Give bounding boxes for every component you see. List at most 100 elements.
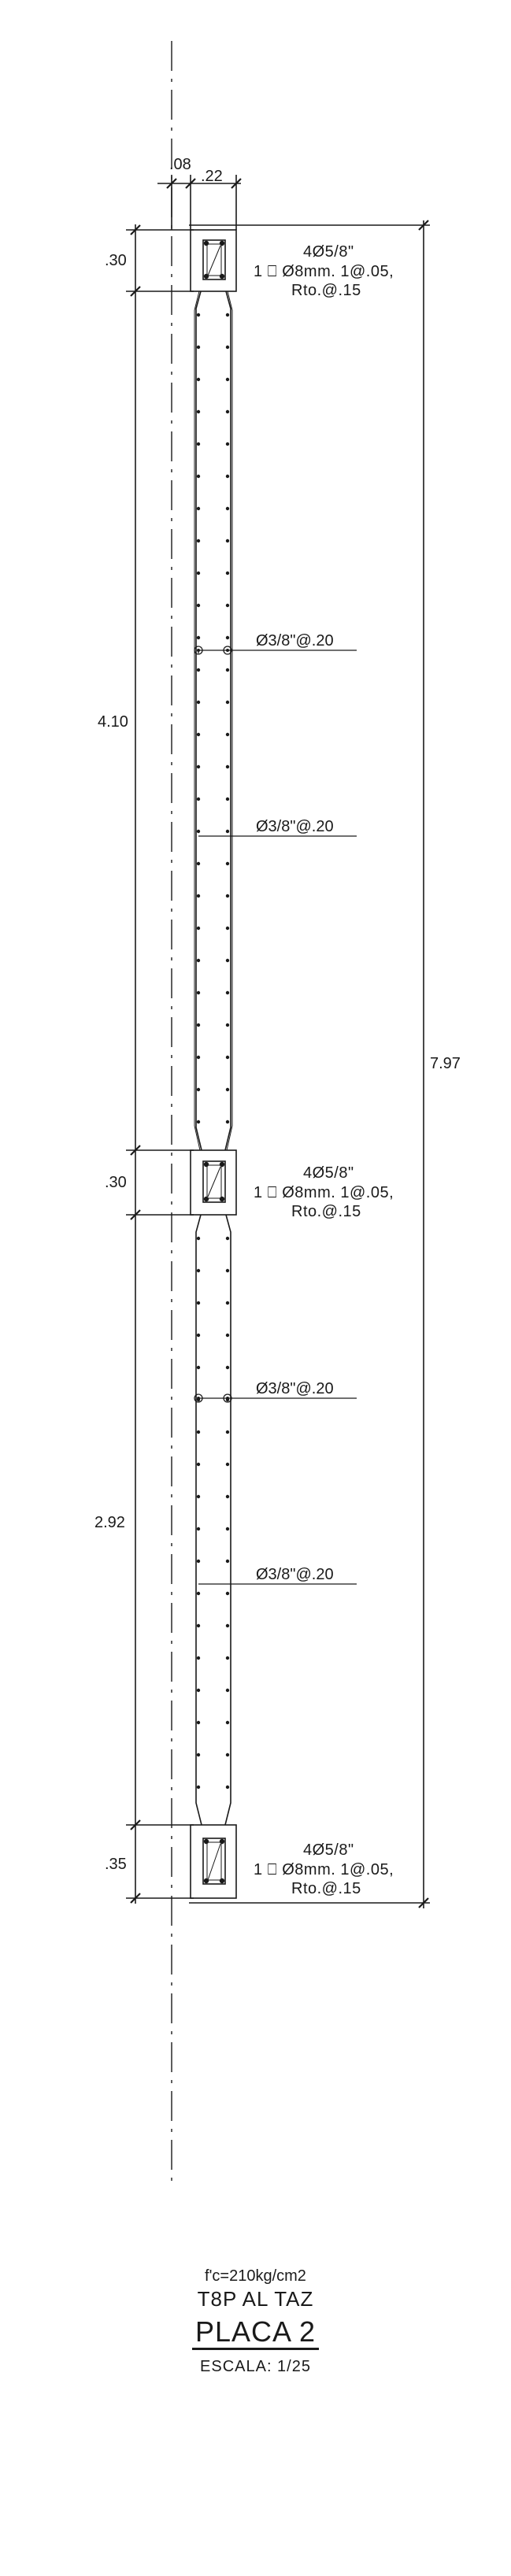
rebar-dot — [196, 635, 201, 640]
note-web-2: Ø3/8"@.20 — [256, 818, 334, 835]
rebar-dot — [225, 345, 230, 350]
rebar-dot — [196, 797, 201, 801]
rebar-dot — [225, 409, 230, 414]
rebar-dot — [196, 958, 201, 963]
rebar-dot — [225, 442, 230, 446]
note-top-rest: Rto.@.15 — [291, 282, 361, 299]
note-mid-stirrup: 1 ⎕ Ø8mm. 1@.05, — [254, 1184, 394, 1201]
rebar-dot — [225, 894, 230, 898]
title-block: f'c=210kg/cm2 T8P AL TAZ PLACA 2 ESCALA:… — [0, 2267, 511, 2376]
dim-seg-mid-head: .30 — [105, 1174, 127, 1191]
rebar-dot — [196, 926, 201, 931]
rebar-dot — [196, 1559, 201, 1564]
rebar-dot — [225, 1333, 230, 1338]
rebar-dot — [225, 1023, 230, 1027]
head-corner-bars — [197, 240, 229, 1884]
rebar-dot — [225, 603, 230, 608]
note-top-bars: 4Ø5/8" — [303, 243, 354, 261]
rebar-dot — [196, 571, 201, 576]
rebar-dot — [196, 442, 201, 446]
drawing-scale: ESCALA: 1/25 — [200, 2358, 311, 2375]
rebar-dot — [196, 1591, 201, 1596]
dim-top-width: .22 — [201, 168, 223, 185]
rebar-dot — [225, 829, 230, 834]
wall-outline — [190, 229, 237, 1899]
top-dimension — [157, 175, 242, 230]
rebar-dot — [225, 861, 230, 866]
rebar-dot — [196, 1656, 201, 1660]
rebar-dot — [225, 958, 230, 963]
rebar-dot — [196, 1120, 201, 1124]
rebar-dot — [196, 700, 201, 705]
note-mid-bars: 4Ø5/8" — [303, 1164, 354, 1182]
rebar-dot — [196, 990, 201, 995]
rebar-dot — [196, 894, 201, 898]
note-bottom-stirrup: 1 ⎕ Ø8mm. 1@.05, — [254, 1861, 394, 1878]
dim-total-height: 7.97 — [430, 1055, 461, 1072]
rebar-dot — [225, 1462, 230, 1467]
rebar-dot — [196, 1688, 201, 1693]
rebar-dot — [196, 345, 201, 350]
rebar-dot — [225, 1494, 230, 1499]
dim-seg-bottom-head: .35 — [105, 1856, 127, 1873]
rebar-dot — [196, 764, 201, 769]
note-top-stirrup: 1 ⎕ Ø8mm. 1@.05, — [254, 263, 394, 280]
rebar-dot — [196, 668, 201, 672]
rebar-dot — [196, 474, 201, 479]
rebar-dot — [225, 1688, 230, 1693]
rebar-dot — [225, 668, 230, 672]
drawing-subtitle: T8P AL TAZ — [197, 2287, 314, 2311]
rebar-dot — [196, 1720, 201, 1725]
web-bar-circles — [194, 646, 232, 1403]
rebar-dot — [225, 1301, 230, 1305]
rebar-dot — [225, 1591, 230, 1596]
left-dimension-chain — [126, 224, 194, 1904]
boundary-head-mid — [202, 1160, 226, 1203]
note-leaders — [198, 650, 357, 1585]
note-bottom-bars: 4Ø5/8" — [303, 1841, 354, 1859]
rebar-dot — [196, 1462, 201, 1467]
rebar-dot — [225, 990, 230, 995]
rebar-dot — [196, 506, 201, 511]
note-web-1: Ø3/8"@.20 — [256, 632, 334, 650]
rebar-dot — [225, 474, 230, 479]
rebar-dot — [196, 1055, 201, 1060]
rebar-dot — [225, 1656, 230, 1660]
boundary-head-top — [202, 239, 226, 280]
vertical-rebar-dots — [196, 313, 230, 1790]
rebar-dot — [225, 1120, 230, 1124]
rebar-dot — [196, 1785, 201, 1790]
rebar-dot — [225, 571, 230, 576]
drawing-title: PLACA 2 — [191, 2316, 320, 2350]
rebar-dot — [196, 409, 201, 414]
rebar-dot — [196, 539, 201, 543]
rebar-dot — [225, 700, 230, 705]
dim-top-offset: .08 — [169, 156, 191, 173]
rebar-dot — [225, 377, 230, 382]
rebar-dot — [196, 1397, 201, 1402]
rebar-dot — [225, 1430, 230, 1434]
rebar-dot — [196, 1623, 201, 1628]
rebar-dot — [196, 377, 201, 382]
note-web-4: Ø3/8"@.20 — [256, 1566, 334, 1583]
rebar-dot — [225, 1055, 230, 1060]
rebar-dot — [225, 1720, 230, 1725]
rebar-dot — [225, 764, 230, 769]
rebar-dot — [196, 313, 201, 317]
rebar-dot — [225, 1268, 230, 1273]
rebar-dot — [196, 1333, 201, 1338]
rebar-dot — [225, 1527, 230, 1531]
rebar-dot — [196, 1494, 201, 1499]
rebar-dot — [225, 1752, 230, 1757]
rebar-dot — [225, 506, 230, 511]
rebar-dot — [225, 1087, 230, 1092]
rebar-dot — [225, 1785, 230, 1790]
rebar-dot — [196, 1752, 201, 1757]
rebar-dot — [196, 732, 201, 737]
rebar-dot — [196, 1236, 201, 1241]
rebar-dot — [225, 1397, 230, 1402]
rebar-dot — [196, 1023, 201, 1027]
rebar-dot — [196, 1365, 201, 1370]
rebar-dot — [225, 797, 230, 801]
